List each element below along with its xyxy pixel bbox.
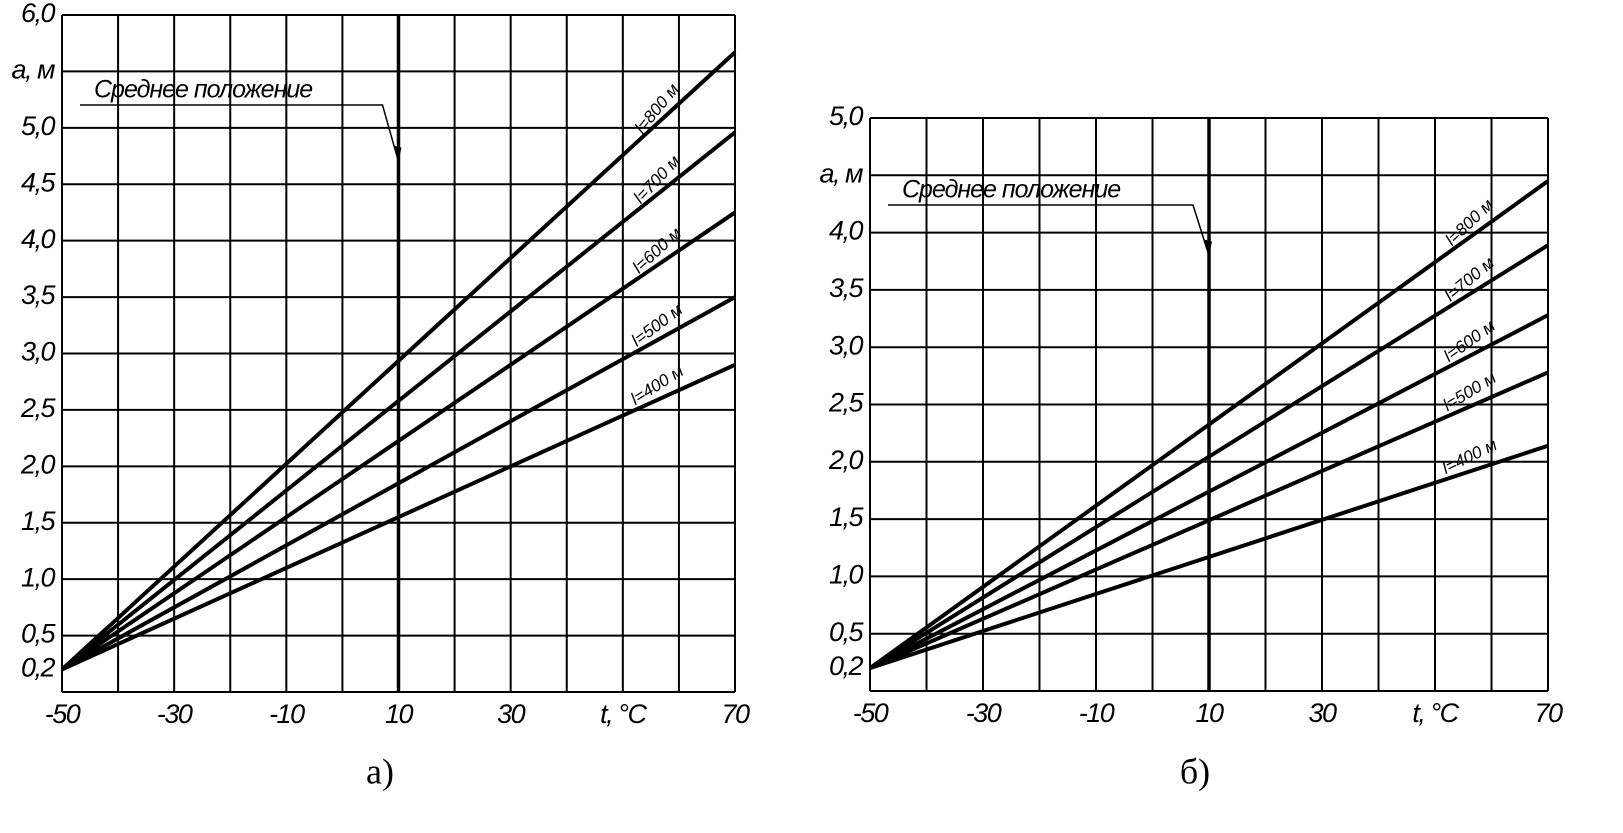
x-tick-label: -30 — [966, 698, 1002, 728]
annotation-leader — [80, 104, 400, 162]
x-tick-label: 70 — [721, 699, 750, 729]
series-line — [869, 313, 1549, 670]
y-tick-label: 0,5 — [829, 617, 865, 647]
y-tick-label: 1,0 — [829, 560, 864, 590]
annotation: Среднее положение — [902, 176, 1120, 204]
y-tick-label: 5,0 — [829, 101, 864, 131]
x-tick-label: 70 — [1534, 698, 1563, 728]
y-tick-label: 3,5 — [21, 280, 57, 310]
y-tick-label: 3,0 — [829, 330, 864, 360]
caption: б) — [1180, 751, 1210, 791]
series-line — [869, 370, 1549, 670]
series-line — [868, 243, 1550, 670]
series-line — [61, 295, 736, 672]
series-line — [869, 443, 1549, 670]
annotation-leader — [888, 204, 1210, 256]
series-line — [60, 130, 737, 671]
y-tick-label: 2,5 — [828, 388, 865, 418]
y-tick-label: 2,0 — [828, 445, 864, 475]
caption: а) — [366, 751, 394, 791]
y-tick-label: 0,5 — [21, 619, 57, 649]
arrow-head — [1204, 239, 1212, 256]
x-tick-label: -10 — [269, 699, 305, 729]
y-tick-label: 1,0 — [21, 562, 56, 592]
series-label: l=500 м — [628, 300, 686, 351]
x-tick-label: 10 — [1195, 698, 1224, 728]
y-axis-label: a, м — [819, 158, 863, 188]
y-tick-label: 3,5 — [829, 273, 865, 303]
y-tick-label: 1,5 — [829, 502, 865, 532]
x-tick-label: -50 — [853, 698, 889, 728]
series-line — [868, 179, 1550, 670]
y-tick-label: 3,0 — [21, 337, 56, 367]
y-tick-label: 4,0 — [829, 216, 864, 246]
x-tick-label: -10 — [1079, 698, 1115, 728]
y-tick-label: 2,5 — [20, 393, 57, 423]
series-label: l=700 м — [1441, 253, 1498, 305]
series-line — [60, 50, 737, 671]
x-tick-label: 10 — [385, 699, 414, 729]
series-line — [60, 210, 737, 672]
y-tick-label: 6,0 — [21, 0, 56, 28]
annotation: Среднее положение — [94, 76, 312, 104]
y-tick-label: 0,2 — [829, 651, 864, 681]
y-tick-label: 2,0 — [20, 449, 56, 479]
y-tick-label: 4,5 — [21, 167, 57, 197]
x-tick-label: 30 — [1308, 698, 1337, 728]
x-axis-label: t, °C — [600, 699, 647, 729]
y-tick-label: 1,5 — [21, 506, 57, 536]
x-axis-label: t, °C — [1412, 698, 1459, 728]
y-tick-label: 4,0 — [21, 224, 56, 254]
x-tick-label: 30 — [497, 699, 526, 729]
y-tick-label: 5,0 — [21, 111, 56, 141]
x-tick-label: -50 — [45, 699, 81, 729]
x-tick-label: -30 — [157, 699, 193, 729]
y-tick-label: 0,2 — [21, 653, 56, 683]
y-axis-label: a, м — [11, 55, 55, 85]
series-line — [61, 362, 736, 672]
arrow-head — [393, 145, 402, 162]
